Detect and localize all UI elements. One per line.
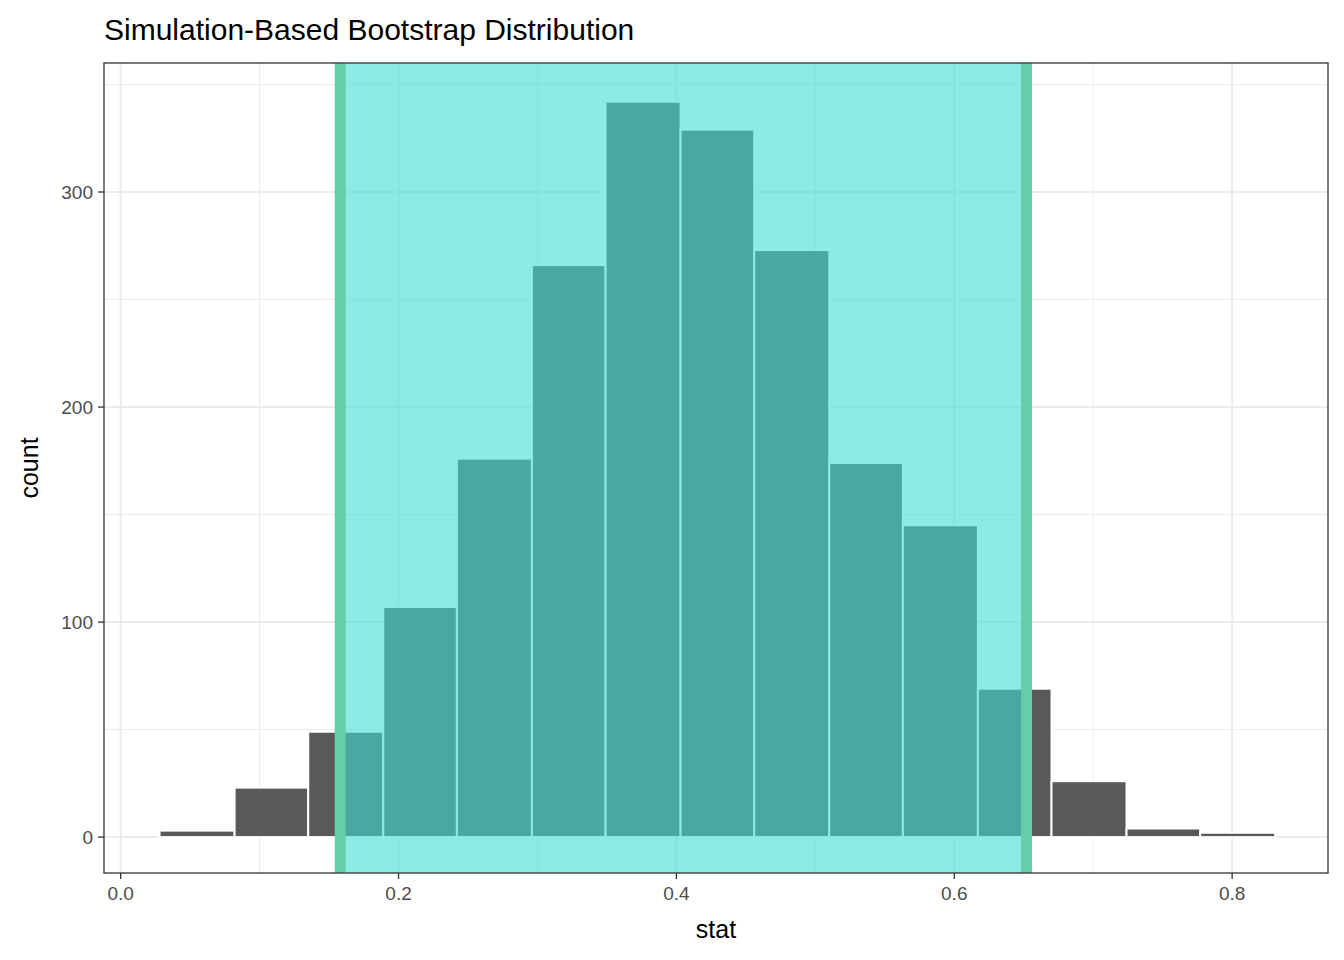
- histogram-bar: [1127, 828, 1201, 837]
- grid-line: [1231, 63, 1233, 873]
- tick-mark: [1231, 873, 1232, 879]
- y-axis-label: count: [15, 437, 43, 498]
- histogram-bar: [1200, 833, 1275, 837]
- plot-area: [160, 63, 1276, 873]
- minor-grid-line: [259, 63, 260, 873]
- tick-label: 0.8: [1219, 883, 1245, 904]
- tick-mark: [98, 836, 104, 837]
- tick-mark: [676, 873, 677, 879]
- tick-mark: [954, 873, 955, 879]
- tick-mark: [398, 873, 399, 879]
- interval-line: [1021, 63, 1032, 873]
- histogram-bar: [235, 788, 309, 837]
- tick-mark: [98, 621, 104, 622]
- tick-label: 0.0: [107, 883, 133, 904]
- tick-label: 0: [82, 827, 93, 848]
- tick-mark: [120, 873, 121, 879]
- chart-title: Simulation-Based Bootstrap Distribution: [104, 13, 634, 46]
- tick-label: 100: [61, 612, 93, 633]
- x-axis-label: stat: [696, 915, 736, 943]
- plot-background: [104, 63, 1328, 873]
- histogram-bar: [160, 831, 235, 837]
- tick-label: 300: [61, 182, 93, 203]
- histogram-bar: [1052, 781, 1127, 837]
- tick-mark: [98, 406, 104, 407]
- tick-label: 0.2: [385, 883, 411, 904]
- grid-line: [120, 63, 122, 873]
- interval-shade: [340, 63, 1026, 873]
- minor-grid-line: [1093, 63, 1094, 873]
- tick-label: 200: [61, 397, 93, 418]
- interval-line: [335, 63, 346, 873]
- chart-root: 0.0 0.2 0.4 0.6 0.8 0 100 200 300 Simulation-Base…: [0, 0, 1344, 960]
- tick-label: 0.4: [663, 883, 690, 904]
- tick-label: 0.6: [941, 883, 967, 904]
- tick-mark: [98, 191, 104, 192]
- panel-border: [104, 63, 1328, 873]
